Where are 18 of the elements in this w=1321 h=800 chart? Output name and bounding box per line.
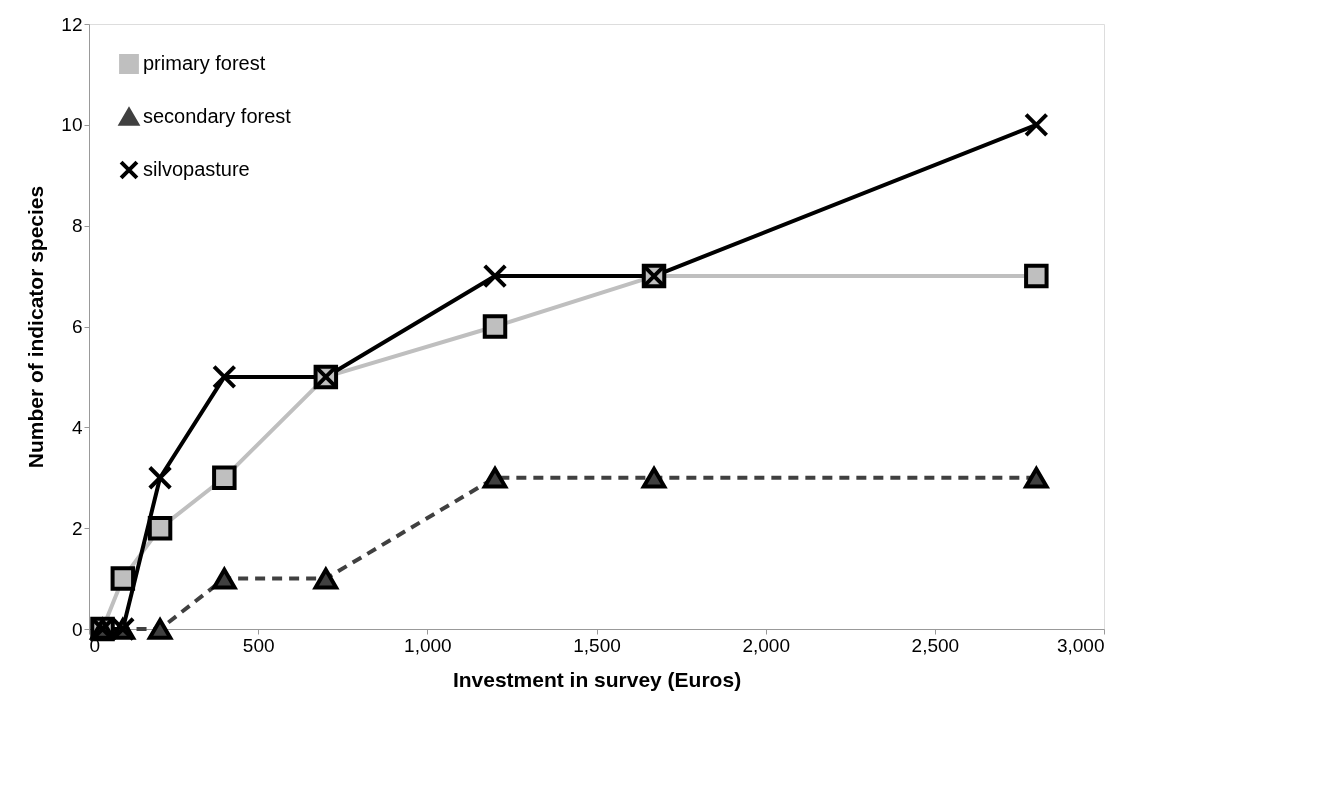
y-tick-label: 0	[71, 618, 83, 640]
x-tick-label: 1,000	[404, 634, 452, 656]
y-tick-label: 12	[61, 13, 83, 35]
y-tick-label: 6	[71, 316, 83, 337]
x-tick-label: 1,500	[573, 634, 621, 656]
x-tick-label: 500	[242, 634, 275, 656]
legend-label: secondary forest	[143, 105, 292, 127]
x-tick-label: 2,000	[742, 634, 790, 656]
x-axis-title: Investment in survey (Euros)	[452, 667, 742, 691]
legend-label: primary forest	[143, 52, 266, 74]
legend-label: silvopasture	[143, 158, 250, 180]
y-tick-label: 8	[71, 215, 83, 237]
x-tick-label: 3,000	[1056, 634, 1105, 656]
x-tick-label: 2,500	[911, 634, 960, 656]
y-tick-label: 10	[61, 114, 83, 136]
y-tick-label: 2	[71, 517, 83, 539]
y-tick-label: 4	[71, 416, 83, 438]
y-axis-title: Number of indicator species	[24, 185, 48, 469]
